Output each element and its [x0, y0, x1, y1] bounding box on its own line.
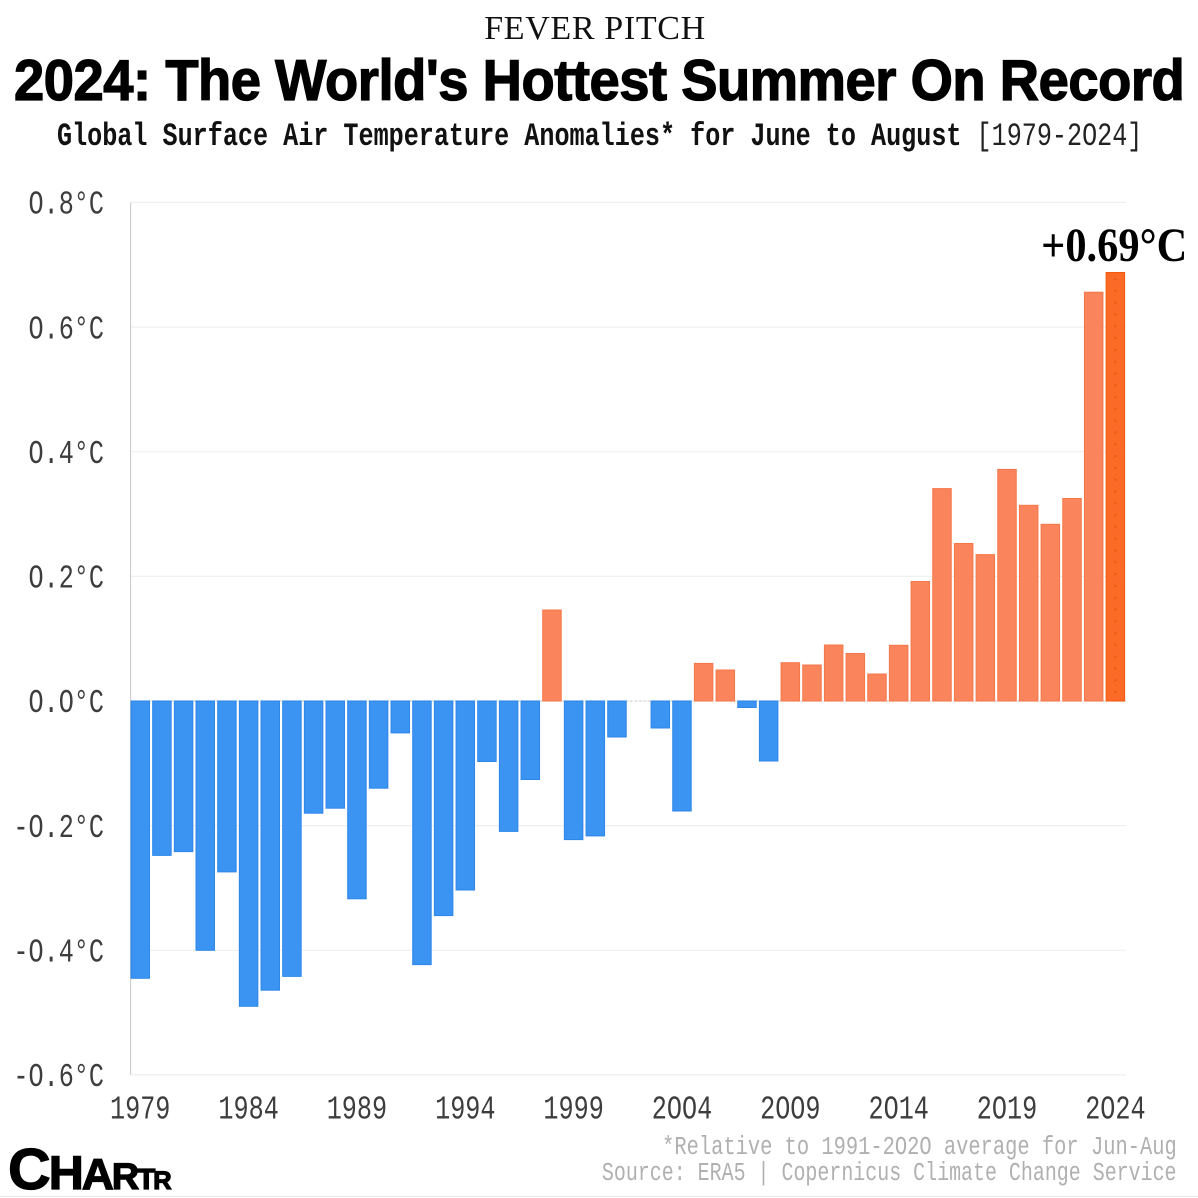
- svg-text:1984: 1984: [218, 1092, 278, 1130]
- svg-text:-O.2°C: -O.2°C: [13, 810, 104, 848]
- svg-text:2O19: 2O19: [977, 1092, 1037, 1130]
- svg-text:-O.6°C: -O.6°C: [13, 1059, 104, 1097]
- svg-text:-O.4°C: -O.4°C: [13, 935, 104, 973]
- svg-text:O.2°C: O.2°C: [29, 561, 105, 599]
- svg-text:2O14: 2O14: [869, 1092, 929, 1130]
- svg-text:O.O°C: O.O°C: [29, 685, 105, 723]
- svg-text:2OO4: 2OO4: [652, 1092, 712, 1130]
- svg-text:2O24: 2O24: [1085, 1092, 1145, 1130]
- svg-text:2OO9: 2OO9: [760, 1092, 820, 1130]
- svg-text:O.6°C: O.6°C: [29, 311, 105, 349]
- svg-text:O.4°C: O.4°C: [29, 436, 105, 474]
- svg-text:1989: 1989: [327, 1092, 387, 1130]
- svg-text:O.8°C: O.8°C: [29, 187, 105, 225]
- svg-text:1994: 1994: [435, 1092, 495, 1130]
- svg-text:1979: 1979: [110, 1092, 170, 1130]
- svg-text:1999: 1999: [543, 1092, 603, 1130]
